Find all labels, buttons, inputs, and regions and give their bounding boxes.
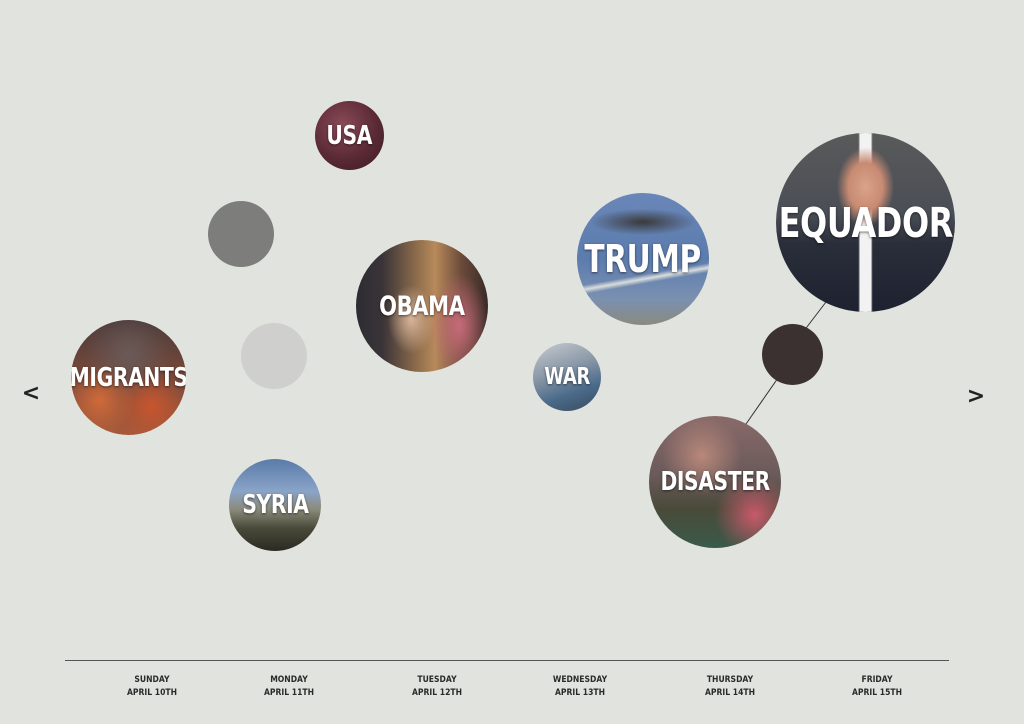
- day-date: APRIL 12TH: [411, 688, 463, 698]
- day-date: APRIL 13TH: [554, 688, 606, 698]
- topic-label-war: WAR: [544, 364, 590, 390]
- day-weekday: WEDNESDAY: [552, 675, 608, 685]
- timeline-day-tuesday[interactable]: TUESDAY APRIL 12TH: [386, 674, 488, 700]
- day-weekday: TUESDAY: [417, 675, 457, 685]
- day-date: APRIL 11TH: [263, 688, 315, 698]
- topic-bubble-war[interactable]: WAR: [533, 343, 601, 411]
- next-arrow-icon[interactable]: >: [966, 384, 986, 409]
- topic-label-disaster: DISASTER: [660, 467, 770, 497]
- empty-bubble-dark[interactable]: [208, 201, 274, 267]
- day-date: APRIL 10TH: [126, 688, 178, 698]
- trump-photo: [577, 193, 709, 325]
- day-weekday: FRIDAY: [861, 675, 893, 685]
- topic-bubble-syria[interactable]: SYRIA: [229, 459, 321, 551]
- topic-label-syria: SYRIA: [241, 490, 309, 520]
- syria-photo: [229, 459, 321, 551]
- topic-label-equador: EQUADOR: [778, 198, 953, 247]
- prev-arrow-icon[interactable]: <: [21, 381, 41, 406]
- timeline-day-wednesday[interactable]: WEDNESDAY APRIL 13TH: [529, 674, 631, 700]
- topic-bubble-migrants[interactable]: MIGRANTS: [71, 320, 186, 435]
- timeline-day-friday[interactable]: FRIDAY APRIL 15TH: [826, 674, 928, 700]
- topic-bubble-disaster[interactable]: DISASTER: [649, 416, 781, 548]
- day-date: APRIL 15TH: [851, 688, 903, 698]
- obama-photo: [356, 240, 488, 372]
- topic-bubble-trump[interactable]: TRUMP: [577, 193, 709, 325]
- topic-label-usa: USA: [326, 120, 373, 151]
- empty-bubble-brown[interactable]: [762, 324, 823, 385]
- migrants-photo: [71, 320, 186, 435]
- topic-bubble-usa[interactable]: USA: [315, 101, 384, 170]
- usa-photo: [315, 101, 384, 170]
- topic-bubble-equador[interactable]: EQUADOR: [776, 133, 955, 312]
- day-weekday: MONDAY: [270, 675, 308, 685]
- timeline-day-thursday[interactable]: THURSDAY APRIL 14TH: [679, 674, 781, 700]
- topic-bubble-obama[interactable]: OBAMA: [356, 240, 488, 372]
- war-photo: [533, 343, 601, 411]
- timeline-day-sunday[interactable]: SUNDAY APRIL 10TH: [101, 674, 203, 700]
- topic-label-trump: TRUMP: [584, 237, 702, 281]
- disaster-photo: [649, 416, 781, 548]
- day-weekday: SUNDAY: [134, 675, 170, 685]
- equador-photo: [776, 133, 955, 312]
- day-date: APRIL 14TH: [704, 688, 756, 698]
- day-weekday: THURSDAY: [706, 675, 754, 685]
- timeline-axis: [65, 660, 949, 661]
- topic-label-obama: OBAMA: [379, 290, 465, 322]
- empty-bubble-light[interactable]: [241, 323, 307, 389]
- timeline-day-monday[interactable]: MONDAY APRIL 11TH: [238, 674, 340, 700]
- topic-label-migrants: MIGRANTS: [71, 362, 186, 393]
